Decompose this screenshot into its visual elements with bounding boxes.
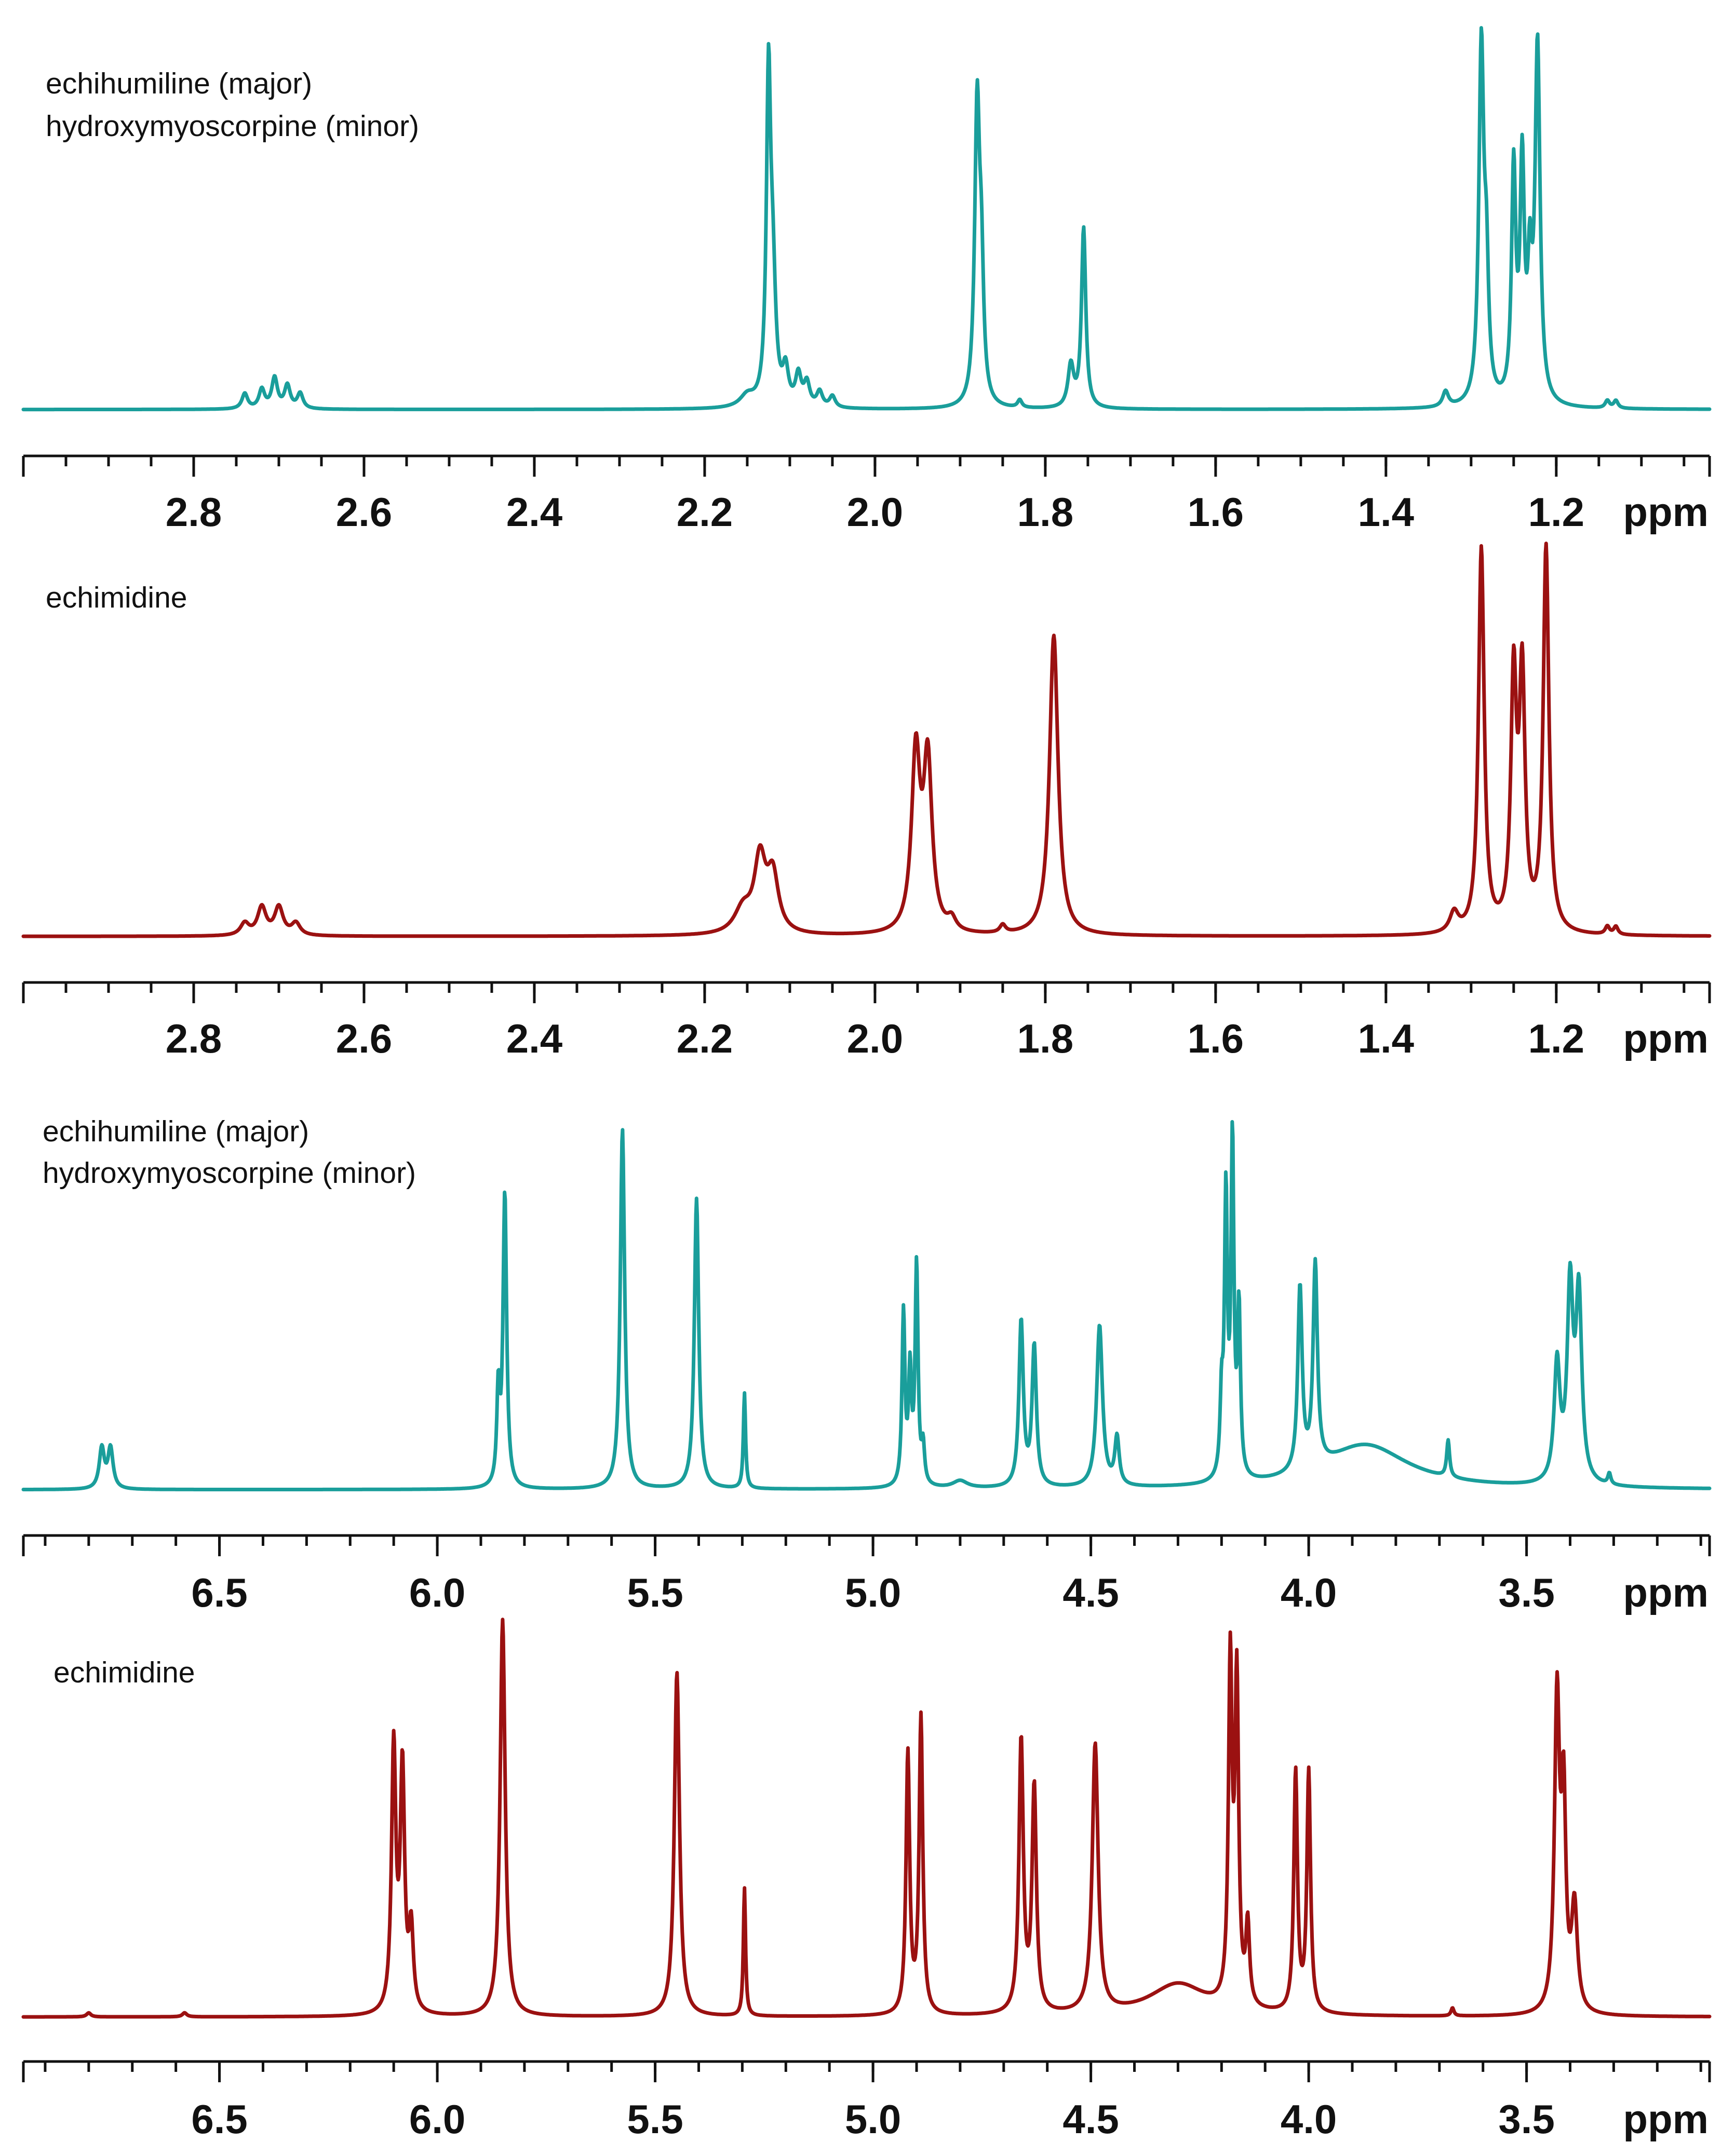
panel-4-spectrum: 6.5 6.0 5.5 5.0 4.5 4.0 3.5 ppm xyxy=(21,1618,1712,2142)
panel-4-label-1: echimidine xyxy=(53,1656,195,1689)
spectrum-trace xyxy=(21,1618,1712,2019)
tick-label: 2.6 xyxy=(336,1016,392,1061)
panel-3-label-1: echihumiline (major) xyxy=(43,1115,309,1148)
tick-label: 3.5 xyxy=(1498,2096,1554,2142)
spectrum-trace xyxy=(21,1120,1712,1491)
tick-label: 1.2 xyxy=(1528,1016,1584,1061)
tick-label: 1.4 xyxy=(1358,1016,1414,1061)
tick-label: 2.4 xyxy=(506,1016,562,1061)
panel-2: echimidine 2.8 2.6 2.4 2.2 2.0 1.8 1.6 1.4 1.2 pp… xyxy=(21,542,1712,1061)
tick-label: 2.2 xyxy=(677,1016,733,1061)
tick-label: 1.6 xyxy=(1188,489,1244,535)
panel-2-label-1: echimidine xyxy=(46,581,187,614)
tick-label: 3.5 xyxy=(1498,1570,1554,1615)
tick-label: 2.8 xyxy=(166,489,222,535)
spectrum-trace xyxy=(21,542,1712,938)
tick-label: 6.5 xyxy=(191,2096,247,2142)
tick-label: 2.0 xyxy=(847,1016,903,1061)
tick-label: 1.6 xyxy=(1188,1016,1244,1061)
tick-label: 5.5 xyxy=(627,2096,683,2142)
x-axis-unit-label: ppm xyxy=(1623,489,1709,535)
tick-label: 6.0 xyxy=(409,1570,465,1615)
tick-label: 4.5 xyxy=(1062,1570,1119,1615)
tick-label: 1.2 xyxy=(1528,489,1584,535)
panel-1-spectrum: 2.8 2.6 2.4 2.2 2.0 1.8 1.6 1.4 1.2 ppm xyxy=(21,26,1712,535)
tick-label: 4.5 xyxy=(1062,2096,1119,2142)
tick-label: 6.5 xyxy=(191,1570,247,1615)
x-axis-unit-label: ppm xyxy=(1623,1570,1709,1615)
tick-label: 2.2 xyxy=(677,489,733,535)
tick-label: 2.0 xyxy=(847,489,903,535)
panel-3-label-2: hydroxymyoscorpine (minor) xyxy=(43,1156,416,1190)
panel-4: echimidine 6.5 6.0 5.5 5.0 4.5 4.0 3.5 ppm xyxy=(21,1618,1712,2142)
panel-1-label-2: hydroxymyoscorpine (minor) xyxy=(46,110,419,143)
tick-label: 5.5 xyxy=(627,1570,683,1615)
tick-label: 6.0 xyxy=(409,2096,465,2142)
tick-label: 1.8 xyxy=(1017,1016,1073,1061)
tick-label: 5.0 xyxy=(845,1570,901,1615)
tick-label: 1.4 xyxy=(1358,489,1414,535)
tick-label: 2.8 xyxy=(166,1016,222,1061)
x-axis-unit-label: ppm xyxy=(1623,2096,1709,2142)
panel-1-label-1: echihumiline (major) xyxy=(46,67,312,100)
tick-label: 2.6 xyxy=(336,489,392,535)
tick-label: 4.0 xyxy=(1281,2096,1337,2142)
x-axis-unit-label: ppm xyxy=(1623,1016,1709,1061)
panel-3: echihumiline (major) hydroxymyoscorpine … xyxy=(21,1115,1712,1615)
tick-label: 2.4 xyxy=(506,489,562,535)
panel-3-spectrum: 6.5 6.0 5.5 5.0 4.5 4.0 3.5 ppm xyxy=(21,1120,1712,1615)
spectrum-trace xyxy=(21,26,1712,412)
tick-label: 5.0 xyxy=(845,2096,901,2142)
panel-2-spectrum: 2.8 2.6 2.4 2.2 2.0 1.8 1.6 1.4 1.2 ppm xyxy=(21,542,1712,1061)
panel-1: echihumiline (major) hydroxymyoscorpine … xyxy=(21,26,1712,535)
tick-label: 4.0 xyxy=(1281,1570,1337,1615)
tick-label: 1.8 xyxy=(1017,489,1073,535)
